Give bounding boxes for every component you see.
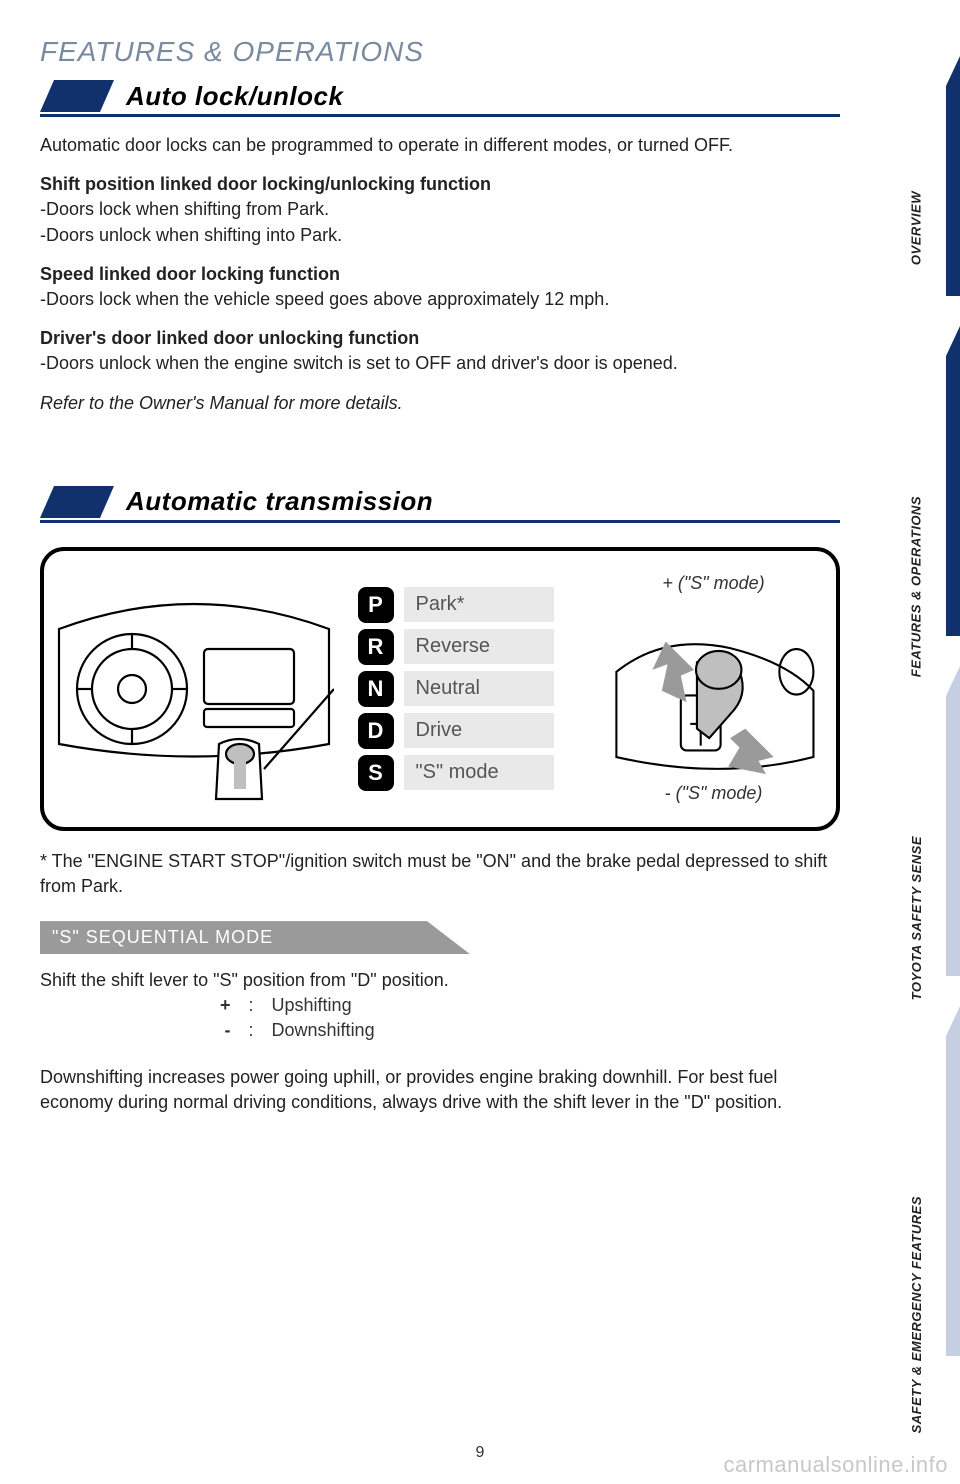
s-mode-intro: Shift the shift lever to "S" position fr…	[40, 968, 840, 993]
gear-label: Neutral	[404, 671, 554, 706]
tab-label: OVERVIEW	[909, 191, 924, 265]
tab-notch-icon	[946, 1006, 960, 1036]
autolock-group-1: Speed linked door locking function -Door…	[40, 262, 840, 312]
group-line: -Doors unlock when shifting into Park.	[40, 223, 840, 248]
group-heading: Shift position linked door locking/unloc…	[40, 172, 840, 197]
s-mode-body: Downshifting increases power going uphil…	[40, 1065, 840, 1115]
shift-symbol: -	[212, 1020, 239, 1043]
section-header-transmission: Automatic transmission	[40, 486, 840, 523]
section-title-transmission: Automatic transmission	[126, 486, 433, 517]
transmission-diagram: P Park* R Reverse N Neutral D Drive S "S…	[40, 547, 840, 831]
gear-list: P Park* R Reverse N Neutral D Drive S "S…	[358, 587, 578, 791]
group-heading: Speed linked door locking function	[40, 262, 840, 287]
gear-badge: D	[358, 713, 394, 749]
gear-row: D Drive	[358, 713, 578, 749]
shift-instructions: + : Upshifting - : Downshifting	[210, 993, 385, 1045]
gear-badge: R	[358, 629, 394, 665]
group-heading: Driver's door linked door unlocking func…	[40, 326, 840, 351]
shift-sep: :	[241, 1020, 262, 1043]
tab-label: SAFETY & EMERGENCY FEATURES	[909, 1196, 924, 1433]
refer-note: Refer to the Owner's Manual for more det…	[40, 391, 840, 416]
tab-toyota-safety-sense: TOYOTA SAFETY SENSE	[916, 696, 960, 976]
tab-overview: OVERVIEW	[916, 86, 960, 296]
shift-sep: :	[241, 995, 262, 1018]
tab-edge	[946, 1036, 960, 1356]
group-line: -Doors lock when shifting from Park.	[40, 197, 840, 222]
tab-edge	[946, 86, 960, 296]
tab-edge	[946, 356, 960, 636]
gear-badge: N	[358, 671, 394, 707]
tab-label: FEATURES & OPERATIONS	[909, 496, 924, 677]
gear-label: Park*	[404, 587, 554, 622]
shift-text: Upshifting	[264, 995, 383, 1018]
section-header-autolock: Auto lock/unlock	[40, 80, 840, 117]
autolock-group-0: Shift position linked door locking/unloc…	[40, 172, 840, 248]
gear-label: "S" mode	[404, 755, 554, 790]
s-mode-minus-label: - ("S" mode)	[601, 783, 826, 804]
gear-row: R Reverse	[358, 629, 578, 665]
shift-symbol: +	[212, 995, 239, 1018]
tab-safety-emergency: SAFETY & EMERGENCY FEATURES	[916, 1036, 960, 1356]
side-tabs: OVERVIEW FEATURES & OPERATIONS TOYOTA SA…	[890, 0, 960, 1484]
shifter-illustration	[601, 596, 826, 776]
tab-notch-icon	[946, 666, 960, 696]
shift-text: Downshifting	[264, 1020, 383, 1043]
gear-label: Drive	[404, 713, 554, 748]
autolock-group-2: Driver's door linked door unlocking func…	[40, 326, 840, 376]
tab-features-operations: FEATURES & OPERATIONS	[916, 356, 960, 636]
shift-row: + : Upshifting	[212, 995, 383, 1018]
dashboard-illustration	[54, 569, 334, 809]
park-footnote: * The "ENGINE START STOP"/ignition switc…	[40, 849, 840, 899]
s-mode-subheader: "S" SEQUENTIAL MODE	[40, 921, 470, 954]
gear-badge: P	[358, 587, 394, 623]
s-mode-plus-label: + ("S" mode)	[601, 573, 826, 594]
tab-notch-icon	[946, 326, 960, 356]
gear-row: P Park*	[358, 587, 578, 623]
tab-edge	[946, 696, 960, 976]
chapter-title: FEATURES & OPERATIONS	[40, 36, 840, 68]
tab-notch-icon	[946, 56, 960, 86]
section-title-autolock: Auto lock/unlock	[126, 81, 343, 112]
gear-row: N Neutral	[358, 671, 578, 707]
chevron-icon	[40, 80, 114, 112]
group-line: -Doors lock when the vehicle speed goes …	[40, 287, 840, 312]
chevron-icon	[40, 486, 114, 518]
page: FEATURES & OPERATIONS Auto lock/unlock A…	[0, 0, 960, 1484]
gear-row: S "S" mode	[358, 755, 578, 791]
autolock-intro: Automatic door locks can be programmed t…	[40, 133, 840, 158]
shift-row: - : Downshifting	[212, 1020, 383, 1043]
shifter-closeup: + ("S" mode) -	[601, 573, 826, 804]
tab-label: TOYOTA SAFETY SENSE	[909, 836, 924, 1000]
group-line: -Doors unlock when the engine switch is …	[40, 351, 840, 376]
gear-label: Reverse	[404, 629, 554, 664]
gear-badge: S	[358, 755, 394, 791]
